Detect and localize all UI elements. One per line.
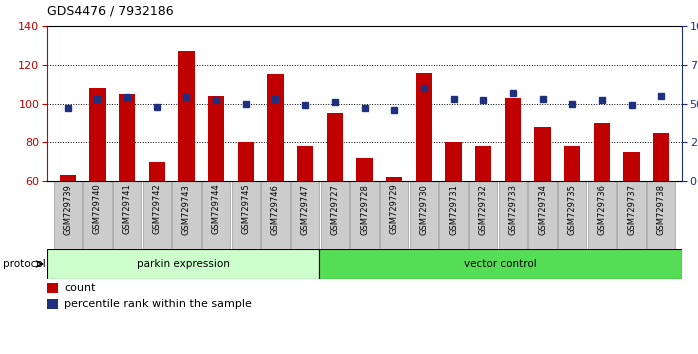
Bar: [47, 249, 319, 279]
Text: GSM729728: GSM729728: [360, 184, 369, 235]
Bar: [380, 181, 408, 249]
Bar: [653, 132, 669, 181]
Bar: [535, 127, 551, 181]
Bar: [59, 175, 76, 181]
Text: GSM729741: GSM729741: [123, 184, 132, 234]
Text: GSM729740: GSM729740: [93, 184, 102, 234]
Bar: [410, 181, 438, 249]
Bar: [469, 181, 498, 249]
Text: percentile rank within the sample: percentile rank within the sample: [64, 299, 253, 309]
Text: GSM729742: GSM729742: [152, 184, 161, 234]
Text: GSM729744: GSM729744: [211, 184, 221, 234]
Text: GSM729745: GSM729745: [242, 184, 251, 234]
Bar: [54, 181, 82, 249]
Text: GSM729743: GSM729743: [182, 184, 191, 235]
Bar: [261, 181, 290, 249]
Bar: [89, 88, 105, 181]
Bar: [119, 94, 135, 181]
Text: count: count: [64, 283, 96, 293]
Text: vector control: vector control: [464, 259, 537, 269]
Text: GSM729732: GSM729732: [479, 184, 488, 235]
Text: GSM729735: GSM729735: [567, 184, 577, 235]
Bar: [558, 181, 586, 249]
Bar: [113, 181, 142, 249]
Bar: [178, 51, 195, 181]
Bar: [47, 299, 58, 309]
Bar: [498, 181, 527, 249]
Bar: [416, 73, 432, 181]
Bar: [350, 181, 379, 249]
Bar: [588, 181, 616, 249]
Bar: [142, 181, 171, 249]
Bar: [564, 146, 580, 181]
Bar: [594, 123, 610, 181]
Text: GDS4476 / 7932186: GDS4476 / 7932186: [47, 4, 174, 17]
Bar: [445, 142, 461, 181]
Bar: [232, 181, 260, 249]
Text: GSM729734: GSM729734: [538, 184, 547, 235]
Text: GSM729746: GSM729746: [271, 184, 280, 235]
Bar: [505, 98, 521, 181]
Text: GSM729731: GSM729731: [449, 184, 458, 235]
Bar: [149, 162, 165, 181]
Bar: [83, 181, 112, 249]
Bar: [47, 283, 58, 293]
Bar: [327, 113, 343, 181]
Bar: [291, 181, 320, 249]
Text: GSM729727: GSM729727: [330, 184, 339, 235]
Bar: [528, 181, 557, 249]
Bar: [297, 146, 313, 181]
Bar: [208, 96, 224, 181]
Bar: [647, 181, 676, 249]
Text: GSM729738: GSM729738: [657, 184, 666, 235]
Bar: [202, 181, 230, 249]
Bar: [319, 249, 682, 279]
Text: protocol: protocol: [3, 259, 46, 269]
Text: GSM729737: GSM729737: [627, 184, 636, 235]
Bar: [623, 152, 639, 181]
Bar: [172, 181, 201, 249]
Bar: [617, 181, 646, 249]
Bar: [439, 181, 468, 249]
Text: GSM729747: GSM729747: [301, 184, 310, 235]
Text: GSM729730: GSM729730: [419, 184, 429, 235]
Bar: [475, 146, 491, 181]
Bar: [267, 74, 283, 181]
Bar: [237, 142, 254, 181]
Text: GSM729739: GSM729739: [64, 184, 73, 235]
Bar: [320, 181, 349, 249]
Bar: [357, 158, 373, 181]
Text: GSM729729: GSM729729: [389, 184, 399, 234]
Text: parkin expression: parkin expression: [137, 259, 230, 269]
Text: GSM729733: GSM729733: [508, 184, 517, 235]
Text: GSM729736: GSM729736: [597, 184, 607, 235]
Bar: [386, 177, 402, 181]
